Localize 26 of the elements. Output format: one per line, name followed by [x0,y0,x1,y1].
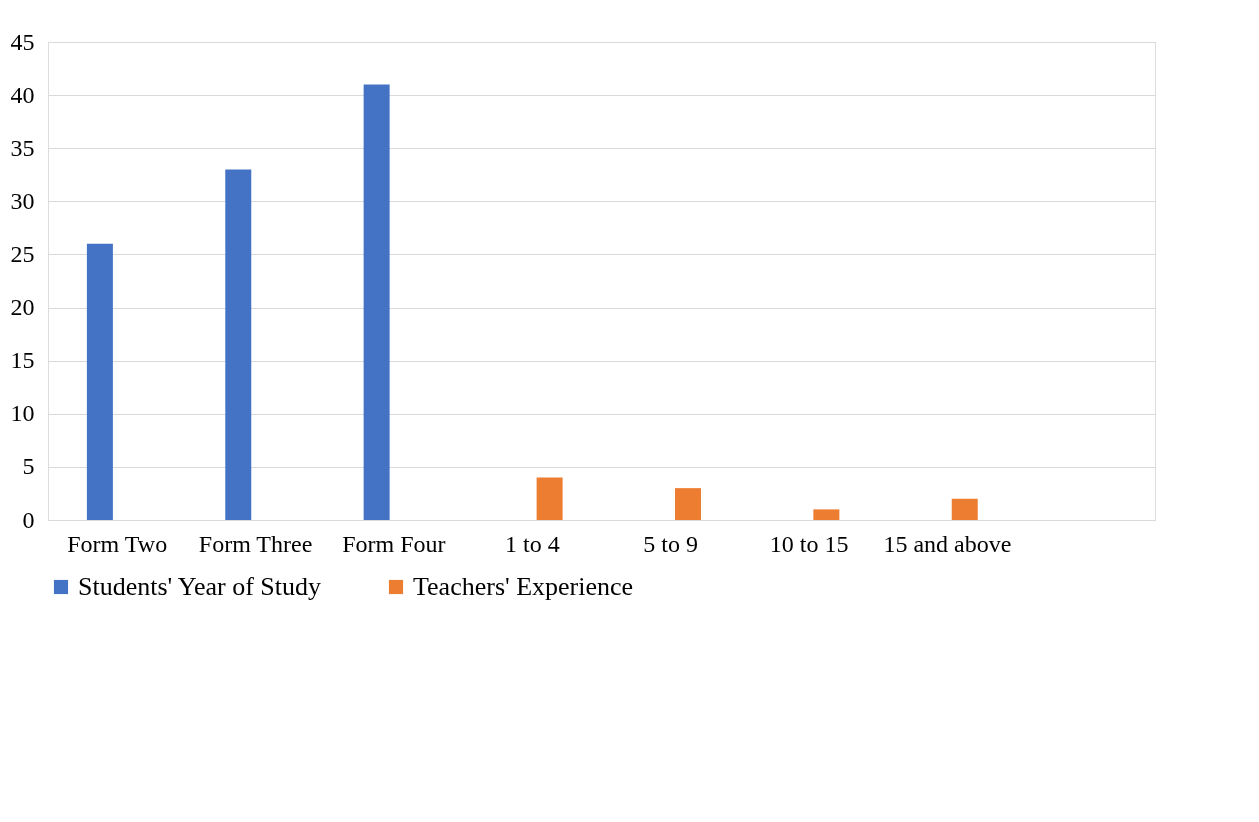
y-tick-label: 35 [10,134,35,161]
x-tick-label: Form Three [198,530,313,557]
bar [225,169,252,520]
y-tick-label: 25 [10,240,35,267]
x-tick-label: Form Four [342,530,446,557]
x-tick-label: 10 to 15 [769,530,849,557]
x-tick-label: Form Two [67,530,168,557]
y-tick-label: 0 [22,506,35,533]
x-tick-label: 15 and above [883,530,1012,557]
y-tick-label: 15 [10,347,35,374]
legend-label: Teachers' Experience [413,572,634,601]
bar [813,509,840,520]
legend-label: Students' Year of Study [78,572,322,601]
y-tick-label: 45 [10,28,35,55]
bar [951,498,978,520]
bar [363,84,390,520]
x-tick-label: 5 to 9 [643,530,699,557]
x-tick-label: 1 to 4 [504,530,560,557]
y-tick-label: 20 [10,294,35,321]
y-tick-label: 10 [10,400,35,427]
y-tick-label: 40 [10,81,35,108]
y-tick-label: 5 [22,453,35,480]
bar [674,488,701,520]
y-tick-label: 30 [10,187,35,214]
bar [86,243,113,520]
bar [536,477,563,520]
